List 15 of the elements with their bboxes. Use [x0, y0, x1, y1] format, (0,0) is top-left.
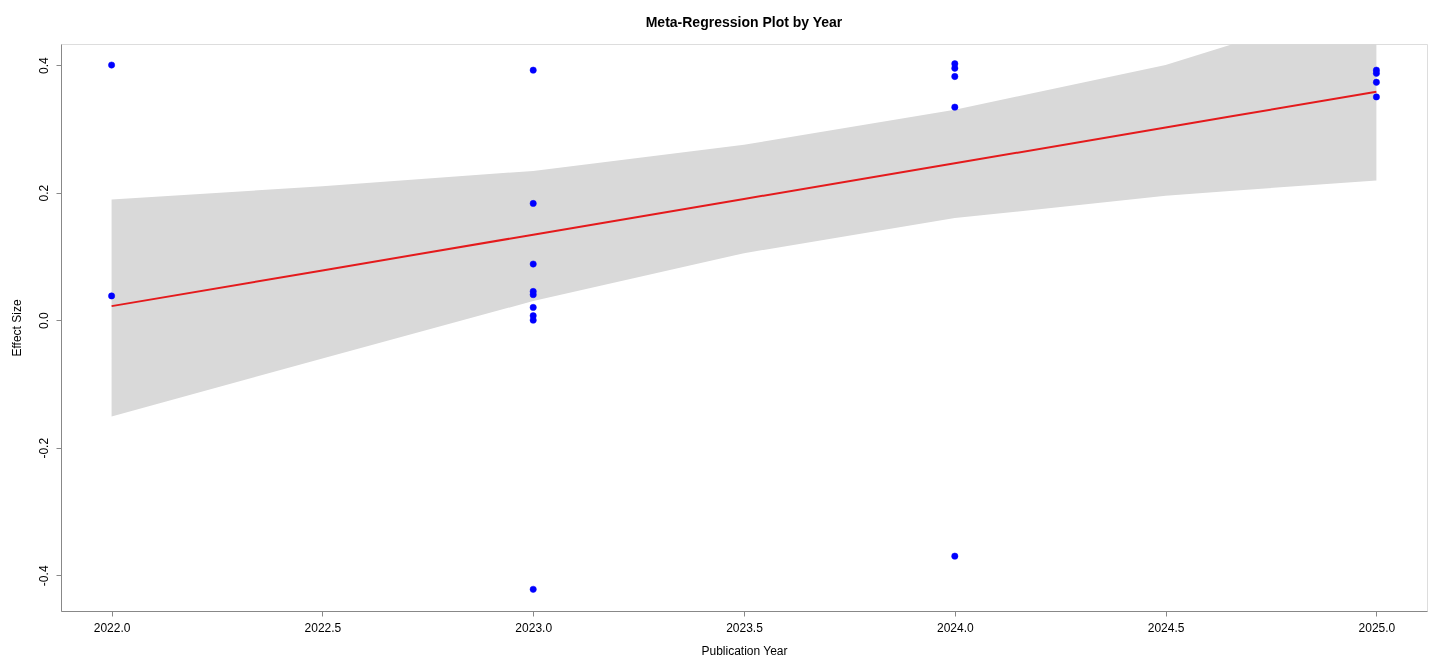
x-tick-label: 2023.0 [515, 620, 553, 635]
x-tick-label: 2022.5 [304, 620, 342, 635]
y-tick-label: -0.4 [36, 565, 51, 587]
x-tick-label: 2024.5 [1147, 620, 1185, 635]
chart-title: Meta-Regression Plot by Year [645, 14, 843, 30]
x-tick-label: 2023.5 [726, 620, 764, 635]
x-tick-label: 2024.0 [936, 620, 974, 635]
y-tick-label: 0.0 [36, 312, 51, 330]
x-axis-title: Publication Year [701, 643, 788, 658]
y-tick-label: -0.2 [36, 437, 51, 459]
x-tick-label: 2025.0 [1358, 620, 1396, 635]
y-tick-label: 0.4 [36, 56, 51, 74]
y-tick-label: 0.2 [36, 184, 51, 202]
y-axis-title: Effect Size [9, 299, 24, 357]
x-tick-label: 2022.0 [93, 620, 131, 635]
